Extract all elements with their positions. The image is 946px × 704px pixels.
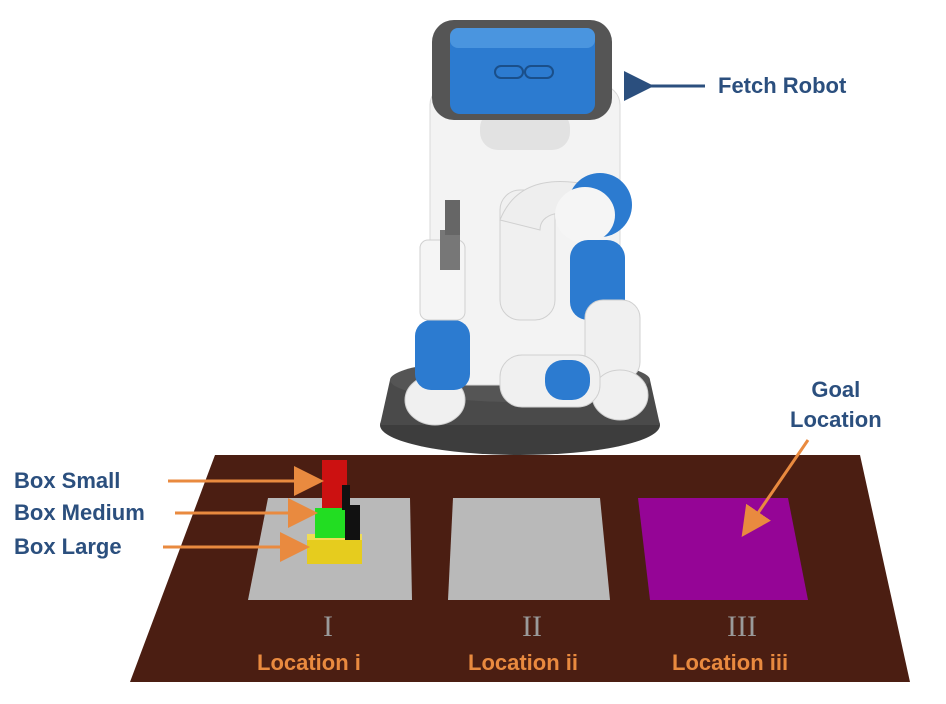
location-i-label: Location i: [257, 650, 361, 675]
location-ii-label: Location ii: [468, 650, 578, 675]
box-medium-label: Box Medium: [14, 500, 145, 525]
box-large-label: Box Large: [14, 534, 122, 559]
arrow-goal-location: [741, 439, 810, 537]
location-iii-label: Location iii: [672, 650, 789, 675]
pad-location-iii: [638, 498, 808, 600]
location-i-numeral: I: [323, 610, 333, 643]
robot-head: [432, 20, 612, 120]
goal-location-label: Goal Location: [790, 377, 882, 432]
robot-arm: [404, 173, 649, 426]
pad-location-ii: [448, 498, 610, 600]
location-ii-numeral: II: [522, 610, 542, 643]
location-iii-numeral: III: [727, 610, 757, 643]
box-small-label: Box Small: [14, 468, 121, 493]
box-medium: [315, 505, 360, 540]
fetch-robot-label: Fetch Robot: [718, 73, 847, 98]
box-small: [322, 460, 350, 510]
